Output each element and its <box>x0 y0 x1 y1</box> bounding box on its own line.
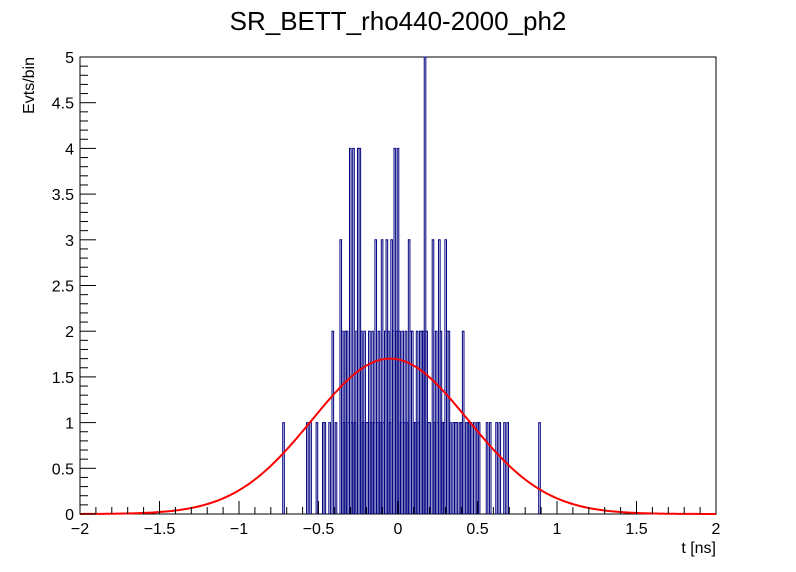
histogram-bin-17 <box>352 147 355 514</box>
histogram-bin-5 <box>323 422 327 514</box>
chart-title: SR_BETT_rho440-2000_ph2 <box>229 6 567 36</box>
y-tick-label: 4 <box>65 141 74 158</box>
y-axis-title: Evts/bin <box>21 57 38 114</box>
histogram-bin-83 <box>461 330 465 514</box>
histogram-bin-1 <box>306 422 309 514</box>
histogram-bin-93 <box>495 422 498 514</box>
fit-curve-group <box>80 357 717 515</box>
x-tick-label: −1.5 <box>144 521 176 538</box>
histogram-bin-95 <box>503 422 506 514</box>
x-axis: −2 −1.5 −1 −0.5 0 0.5 1 1.5 2 <box>71 501 721 538</box>
y-tick-label: 2.5 <box>52 279 74 296</box>
histogram-bin-90 <box>477 422 481 514</box>
y-tick-label: 1.5 <box>52 370 74 387</box>
x-tick-label: 1 <box>553 521 562 538</box>
x-tick-label: −1 <box>230 521 248 538</box>
gaussian-fit-curve <box>80 357 717 515</box>
histogram-bin-31 <box>374 239 378 514</box>
x-tick-label: −0.5 <box>303 521 335 538</box>
histogram-bin-77 <box>449 422 452 514</box>
y-tick-label: 5 <box>65 50 74 67</box>
histogram-bin-15 <box>349 147 352 514</box>
x-tick-label: 1.5 <box>625 521 647 538</box>
histogram-bin-88 <box>473 422 476 514</box>
x-tick-label: 0.5 <box>466 521 488 538</box>
y-tick-label: 2 <box>65 324 74 341</box>
histogram-bin-3 <box>315 422 319 514</box>
y-tick-label: 3 <box>65 233 74 250</box>
y-tick-label: 1 <box>65 416 74 433</box>
x-axis-title: t [ns] <box>681 540 716 557</box>
histogram-bin-80 <box>455 422 459 514</box>
y-tick-label: 3.5 <box>52 187 74 204</box>
x-tick-label: 2 <box>712 521 721 538</box>
histogram-bin-0 <box>282 422 285 514</box>
histogram-bin-62 <box>423 56 427 514</box>
histogram-bin-91 <box>485 422 489 514</box>
histogram-bin-92 <box>488 422 492 514</box>
histogram-bin-65 <box>428 422 432 514</box>
x-tick-label: −2 <box>71 521 89 538</box>
y-tick-label: 4.5 <box>52 96 74 113</box>
histogram-bin-97 <box>538 422 541 514</box>
histogram-bin-8 <box>334 422 338 514</box>
histogram-bin-2 <box>309 422 312 514</box>
histogram-bin-7 <box>331 330 335 514</box>
histogram-bin-87 <box>469 422 473 514</box>
histogram-bin-35 <box>380 239 384 514</box>
histogram-bin-66 <box>431 239 435 514</box>
x-tick-label: 0 <box>394 521 403 538</box>
histogram-bin-96 <box>506 422 509 514</box>
y-tick-label: 0 <box>65 507 74 524</box>
histogram-bin-94 <box>498 422 502 514</box>
histogram-bars <box>282 56 541 514</box>
histogram-bin-6 <box>328 422 331 514</box>
y-tick-label: 0.5 <box>52 461 74 478</box>
y-axis: 0 0.5 1 1.5 2 2.5 3 3.5 4 4.5 5 <box>52 50 96 524</box>
plot-frame <box>79 56 717 515</box>
